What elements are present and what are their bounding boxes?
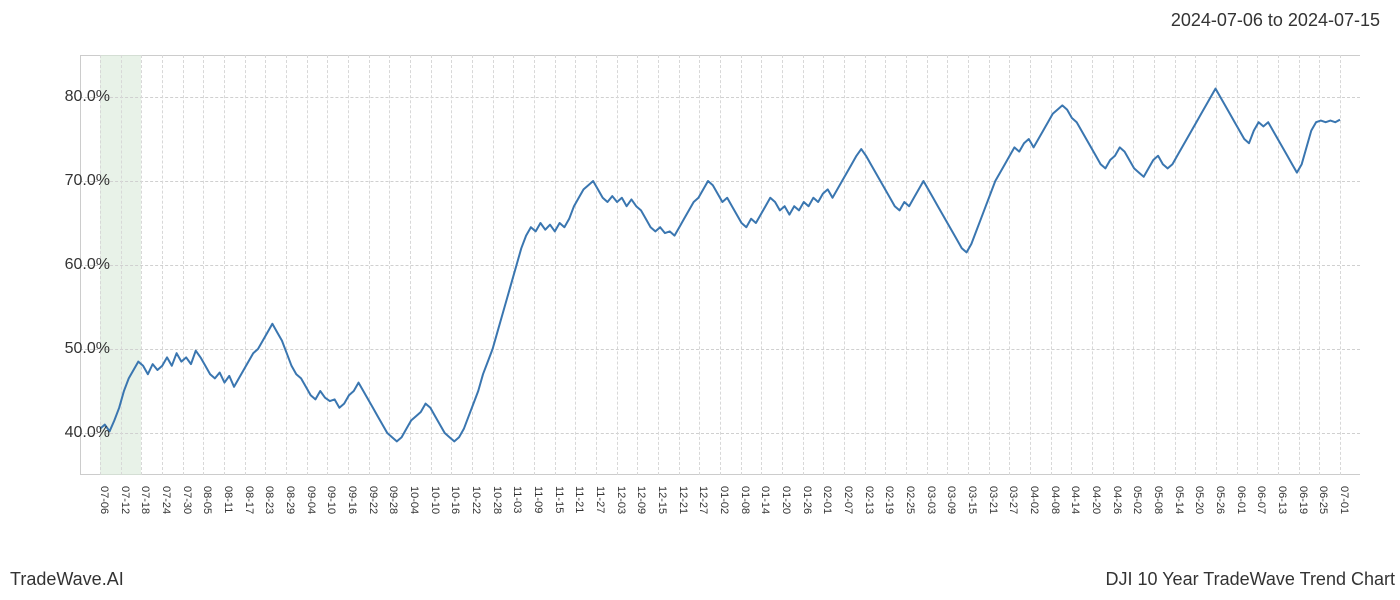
x-tick-label: 12-03 [615, 486, 627, 514]
x-tick-label: 04-20 [1090, 486, 1102, 514]
x-tick-label: 10-10 [429, 486, 441, 514]
x-tick-label: 12-27 [697, 486, 709, 514]
x-tick-label: 05-20 [1193, 486, 1205, 514]
x-tick-label: 11-27 [594, 486, 606, 513]
x-tick-label: 08-17 [243, 486, 255, 514]
x-tick-label: 08-05 [201, 486, 213, 514]
x-tick-label: 10-04 [408, 486, 420, 514]
x-tick-label: 01-14 [759, 486, 771, 514]
trend-line [100, 89, 1340, 442]
x-tick-label: 07-12 [119, 486, 131, 514]
x-tick-label: 02-07 [842, 486, 854, 514]
x-tick-label: 08-11 [222, 486, 234, 513]
x-tick-label: 11-15 [553, 486, 565, 513]
x-tick-label: 12-21 [677, 486, 689, 514]
x-tick-label: 05-08 [1152, 486, 1164, 514]
x-tick-label: 03-09 [945, 486, 957, 514]
y-tick-label: 70.0% [65, 172, 110, 190]
y-tick-label: 80.0% [65, 88, 110, 106]
x-tick-label: 06-07 [1255, 486, 1267, 514]
x-tick-label: 07-24 [160, 486, 172, 514]
x-tick-label: 06-19 [1297, 486, 1309, 514]
x-tick-label: 04-02 [1028, 486, 1040, 514]
x-tick-label: 10-16 [449, 486, 461, 514]
y-tick-label: 40.0% [65, 424, 110, 442]
x-tick-label: 10-22 [470, 486, 482, 514]
x-tick-label: 08-23 [263, 486, 275, 514]
x-tick-label: 10-28 [491, 486, 503, 514]
date-range-label: 2024-07-06 to 2024-07-15 [1171, 10, 1380, 31]
x-tick-label: 09-04 [305, 486, 317, 514]
x-tick-label: 02-01 [821, 486, 833, 514]
x-tick-label: 05-26 [1214, 486, 1226, 514]
footer-brand: TradeWave.AI [10, 569, 124, 590]
x-tick-label: 02-25 [904, 486, 916, 514]
x-tick-label: 01-02 [718, 486, 730, 514]
x-tick-label: 05-02 [1131, 486, 1143, 514]
x-tick-label: 09-22 [367, 486, 379, 514]
x-tick-label: 03-21 [987, 486, 999, 514]
x-tick-label: 11-21 [573, 486, 585, 513]
x-tick-label: 01-20 [780, 486, 792, 514]
x-tick-label: 01-08 [739, 486, 751, 514]
x-tick-label: 07-30 [181, 486, 193, 514]
y-tick-label: 50.0% [65, 340, 110, 358]
x-tick-label: 04-14 [1069, 486, 1081, 514]
footer-chart-title: DJI 10 Year TradeWave Trend Chart [1106, 569, 1396, 590]
x-tick-label: 05-14 [1173, 486, 1185, 514]
x-tick-label: 04-26 [1111, 486, 1123, 514]
x-tick-label: 12-15 [656, 486, 668, 514]
chart-plot-area [80, 55, 1360, 475]
x-tick-label: 06-25 [1317, 486, 1329, 514]
x-tick-label: 09-10 [325, 486, 337, 514]
x-tick-label: 11-09 [532, 486, 544, 513]
x-tick-label: 07-01 [1338, 486, 1350, 514]
x-tick-label: 01-26 [801, 486, 813, 514]
x-tick-label: 08-29 [284, 486, 296, 514]
x-tick-label: 06-13 [1276, 486, 1288, 514]
x-tick-label: 03-03 [925, 486, 937, 514]
x-tick-label: 09-28 [387, 486, 399, 514]
x-tick-label: 09-16 [346, 486, 358, 514]
line-chart-svg [80, 55, 1360, 475]
x-tick-label: 06-01 [1235, 486, 1247, 514]
x-tick-label: 02-19 [883, 486, 895, 514]
x-tick-label: 12-09 [635, 486, 647, 514]
x-tick-label: 03-15 [966, 486, 978, 514]
y-tick-label: 60.0% [65, 256, 110, 274]
x-tick-label: 07-18 [139, 486, 151, 514]
x-tick-label: 04-08 [1049, 486, 1061, 514]
x-tick-label: 11-03 [511, 486, 523, 513]
x-tick-label: 02-13 [863, 486, 875, 514]
x-tick-label: 03-27 [1007, 486, 1019, 514]
x-tick-label: 07-06 [98, 486, 110, 514]
